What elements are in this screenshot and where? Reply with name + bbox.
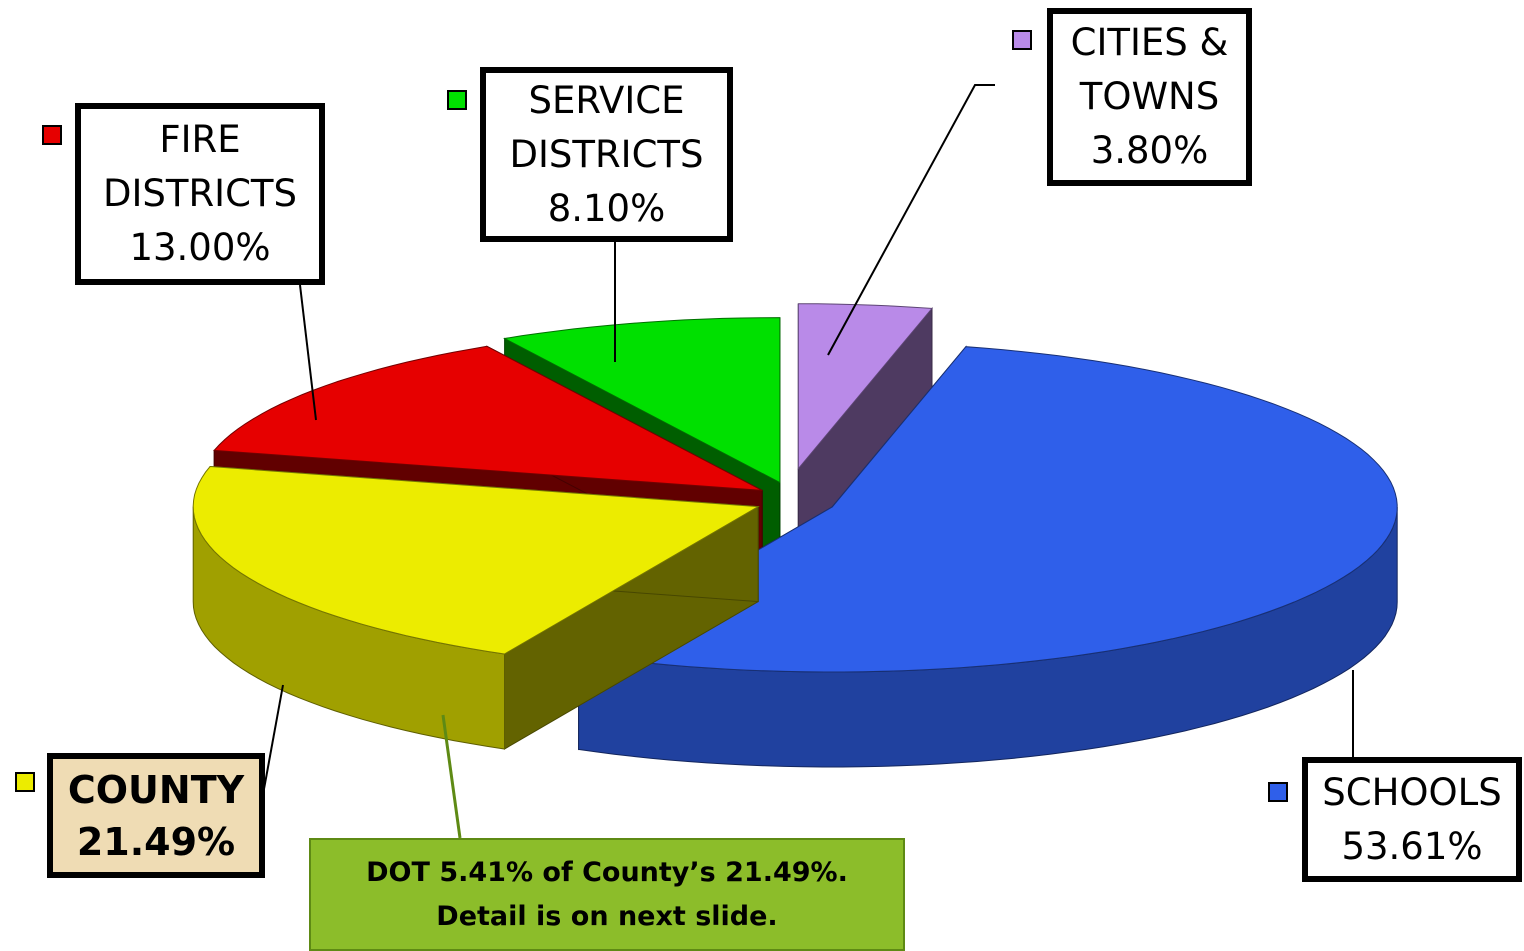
category-label: FIRE DISTRICTS	[102, 118, 298, 215]
slice	[213, 345, 763, 491]
legend-swatch	[1268, 782, 1288, 802]
slice	[503, 317, 781, 484]
slice	[577, 346, 1398, 673]
slice	[192, 465, 760, 655]
value-label: 21.49%	[76, 819, 236, 864]
leader-line	[261, 684, 284, 801]
data-label: SERVICE DISTRICTS 8.10%	[480, 67, 733, 242]
value-label: 8.10%	[547, 186, 666, 230]
category-label: CITIES & TOWNS	[1070, 21, 1229, 118]
leader-line	[827, 84, 995, 356]
legend-swatch	[447, 90, 467, 110]
value-label: 53.61%	[1341, 824, 1483, 868]
legend-swatch	[1012, 30, 1032, 50]
data-label: COUNTY 21.49%	[47, 753, 265, 878]
legend-swatch	[15, 772, 35, 792]
annotation: DOT 5.41% of County’s 21.49%. Detail is …	[309, 838, 905, 951]
annotation-leader	[441, 714, 462, 839]
value-label: 3.80%	[1090, 129, 1209, 172]
category-label: SCHOOLS	[1322, 770, 1502, 814]
data-label: FIRE DISTRICTS 13.00%	[75, 103, 325, 285]
data-label: CITIES & TOWNS 3.80%	[1047, 8, 1252, 186]
value-label: 13.00%	[129, 226, 271, 269]
slice	[797, 303, 934, 471]
category-label: SERVICE DISTRICTS	[509, 78, 704, 176]
leader-line	[299, 284, 317, 421]
data-label: SCHOOLS 53.61%	[1302, 757, 1522, 882]
legend-swatch	[42, 125, 62, 145]
category-label: COUNTY	[67, 767, 245, 812]
